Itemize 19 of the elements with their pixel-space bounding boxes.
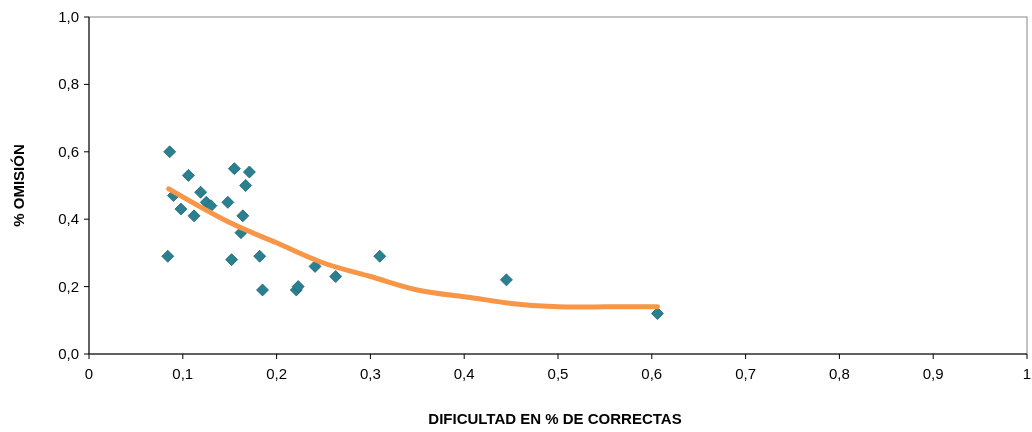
x-tick-label: 0,5 xyxy=(547,365,569,382)
x-tick-label: 0,1 xyxy=(172,365,194,382)
x-tick-label: 1 xyxy=(1022,365,1032,382)
x-tick-label: 0,6 xyxy=(641,365,663,382)
x-axis-title: DIFICULTAD EN % DE CORRECTAS xyxy=(428,410,682,427)
x-tick-label: 0,7 xyxy=(735,365,757,382)
y-tick-label: 0,8 xyxy=(58,75,79,93)
y-tick-label: 0,6 xyxy=(58,142,79,160)
x-tick-label: 0,9 xyxy=(922,365,944,382)
y-tick-label: 0,0 xyxy=(58,345,79,362)
x-tick-label: 0,4 xyxy=(453,365,475,382)
x-tick-label: 0 xyxy=(84,365,94,382)
y-tick-label: 0,4 xyxy=(58,210,79,228)
y-tick-label: 1,0 xyxy=(58,8,79,25)
x-tick-label: 0,3 xyxy=(359,365,381,382)
y-axis-title: % OMISIÓN xyxy=(10,144,27,227)
x-tick-label: 0,8 xyxy=(828,365,850,382)
y-tick-label: 0,2 xyxy=(58,277,79,295)
x-tick-label: 0,2 xyxy=(266,365,288,382)
